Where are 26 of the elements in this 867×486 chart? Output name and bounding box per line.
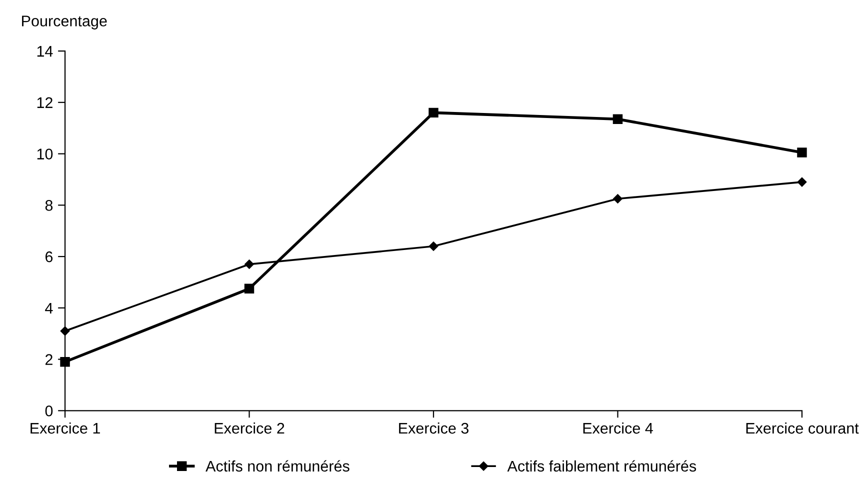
point: [244, 260, 254, 269]
y-tick-label: 14: [37, 46, 53, 57]
x-tick-label: Exercice courant: [746, 422, 859, 434]
legend-label: Actifs faiblement rémunérés: [507, 460, 696, 472]
x-tick-label: Exercice 3: [399, 422, 468, 434]
point: [244, 284, 254, 294]
y-tick-label: 0: [45, 406, 53, 416]
y-tick-label: 2: [45, 354, 52, 365]
y-tick-label: 12: [37, 97, 52, 108]
y-axis-title: Pourcentage: [22, 16, 107, 30]
point: [797, 177, 807, 187]
point: [797, 148, 807, 158]
point: [428, 108, 438, 118]
x-tick-label: Exercice 1: [30, 422, 100, 434]
x-tick-label: Exercice 4: [583, 422, 653, 434]
y-tick-label: 8: [45, 200, 53, 211]
point: [612, 114, 623, 124]
point: [60, 357, 70, 367]
legend-label: Actifs non rémunérés: [206, 460, 350, 472]
y-tick-label: 10: [37, 148, 53, 160]
x-tick-label: Exercice 2: [214, 422, 284, 434]
point: [60, 326, 70, 336]
y-tick-label: 4: [45, 302, 53, 314]
point: [428, 242, 438, 251]
y-tick-label: 6: [46, 251, 53, 262]
point: [613, 194, 622, 204]
